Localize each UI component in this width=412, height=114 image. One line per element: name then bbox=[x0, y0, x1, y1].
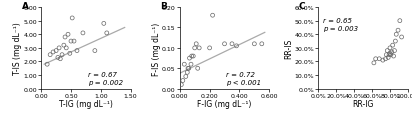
X-axis label: T-IG (mg dL⁻¹): T-IG (mg dL⁻¹) bbox=[59, 99, 113, 108]
Point bbox=[382, 58, 389, 60]
Point bbox=[388, 54, 394, 56]
Point bbox=[392, 41, 399, 43]
Point bbox=[69, 18, 75, 20]
Point bbox=[66, 53, 73, 55]
Point bbox=[251, 44, 258, 45]
Point bbox=[371, 62, 377, 64]
Point bbox=[186, 58, 193, 60]
Point bbox=[385, 57, 391, 59]
X-axis label: F-IG (mg dL⁻¹): F-IG (mg dL⁻¹) bbox=[197, 99, 252, 108]
Point bbox=[391, 50, 398, 52]
Point bbox=[389, 52, 395, 53]
Point bbox=[57, 58, 63, 60]
X-axis label: RR-IG: RR-IG bbox=[353, 99, 374, 108]
Point bbox=[47, 54, 54, 56]
Point bbox=[379, 60, 386, 62]
Point bbox=[65, 34, 71, 36]
Point bbox=[387, 48, 393, 49]
Point bbox=[376, 58, 383, 60]
Point bbox=[62, 37, 68, 39]
Point bbox=[101, 23, 107, 25]
Point bbox=[61, 45, 67, 47]
Y-axis label: T-IS (mg dL⁻¹): T-IS (mg dL⁻¹) bbox=[13, 22, 22, 75]
Point bbox=[80, 33, 86, 35]
Point bbox=[372, 58, 379, 60]
Point bbox=[398, 37, 405, 39]
Point bbox=[59, 54, 66, 56]
Point bbox=[181, 64, 187, 66]
Point bbox=[178, 84, 185, 86]
Point bbox=[229, 44, 235, 45]
Text: r = 0.65
p = 0.003: r = 0.65 p = 0.003 bbox=[323, 18, 358, 32]
Point bbox=[74, 50, 80, 52]
Point bbox=[68, 41, 74, 43]
Point bbox=[384, 50, 391, 52]
Point bbox=[91, 50, 98, 52]
Point bbox=[63, 48, 70, 49]
Point bbox=[188, 64, 194, 66]
Point bbox=[233, 45, 240, 47]
Point bbox=[71, 41, 77, 43]
Point bbox=[383, 54, 390, 56]
Point bbox=[183, 76, 189, 78]
Point bbox=[53, 50, 59, 52]
Y-axis label: F-IS (mg dL⁻¹): F-IS (mg dL⁻¹) bbox=[152, 22, 161, 75]
Point bbox=[194, 68, 201, 70]
Text: B: B bbox=[160, 1, 167, 10]
Point bbox=[190, 56, 197, 57]
Point bbox=[393, 34, 400, 36]
Point bbox=[396, 21, 403, 22]
Point bbox=[188, 56, 195, 57]
Point bbox=[185, 68, 191, 70]
Point bbox=[395, 30, 401, 32]
Point bbox=[184, 72, 191, 74]
Point bbox=[258, 44, 265, 45]
Point bbox=[209, 15, 216, 17]
Point bbox=[386, 54, 392, 56]
Point bbox=[206, 48, 213, 49]
Point bbox=[196, 48, 202, 49]
Point bbox=[389, 45, 396, 47]
Point bbox=[180, 80, 186, 82]
Y-axis label: RR-IS: RR-IS bbox=[284, 38, 293, 58]
Text: r = 0.72
p < 0.001: r = 0.72 p < 0.001 bbox=[226, 71, 262, 85]
Text: r = 0.67
p = 0.002: r = 0.67 p = 0.002 bbox=[88, 71, 123, 85]
Point bbox=[50, 52, 56, 53]
Point bbox=[44, 64, 50, 66]
Point bbox=[55, 57, 61, 59]
Point bbox=[192, 48, 198, 49]
Point bbox=[387, 53, 393, 55]
Point bbox=[193, 44, 199, 45]
Point bbox=[221, 44, 228, 45]
Text: C: C bbox=[299, 1, 305, 10]
Point bbox=[56, 48, 62, 49]
Point bbox=[390, 56, 397, 57]
Point bbox=[185, 68, 192, 70]
Text: A: A bbox=[21, 1, 28, 10]
Point bbox=[103, 33, 110, 35]
